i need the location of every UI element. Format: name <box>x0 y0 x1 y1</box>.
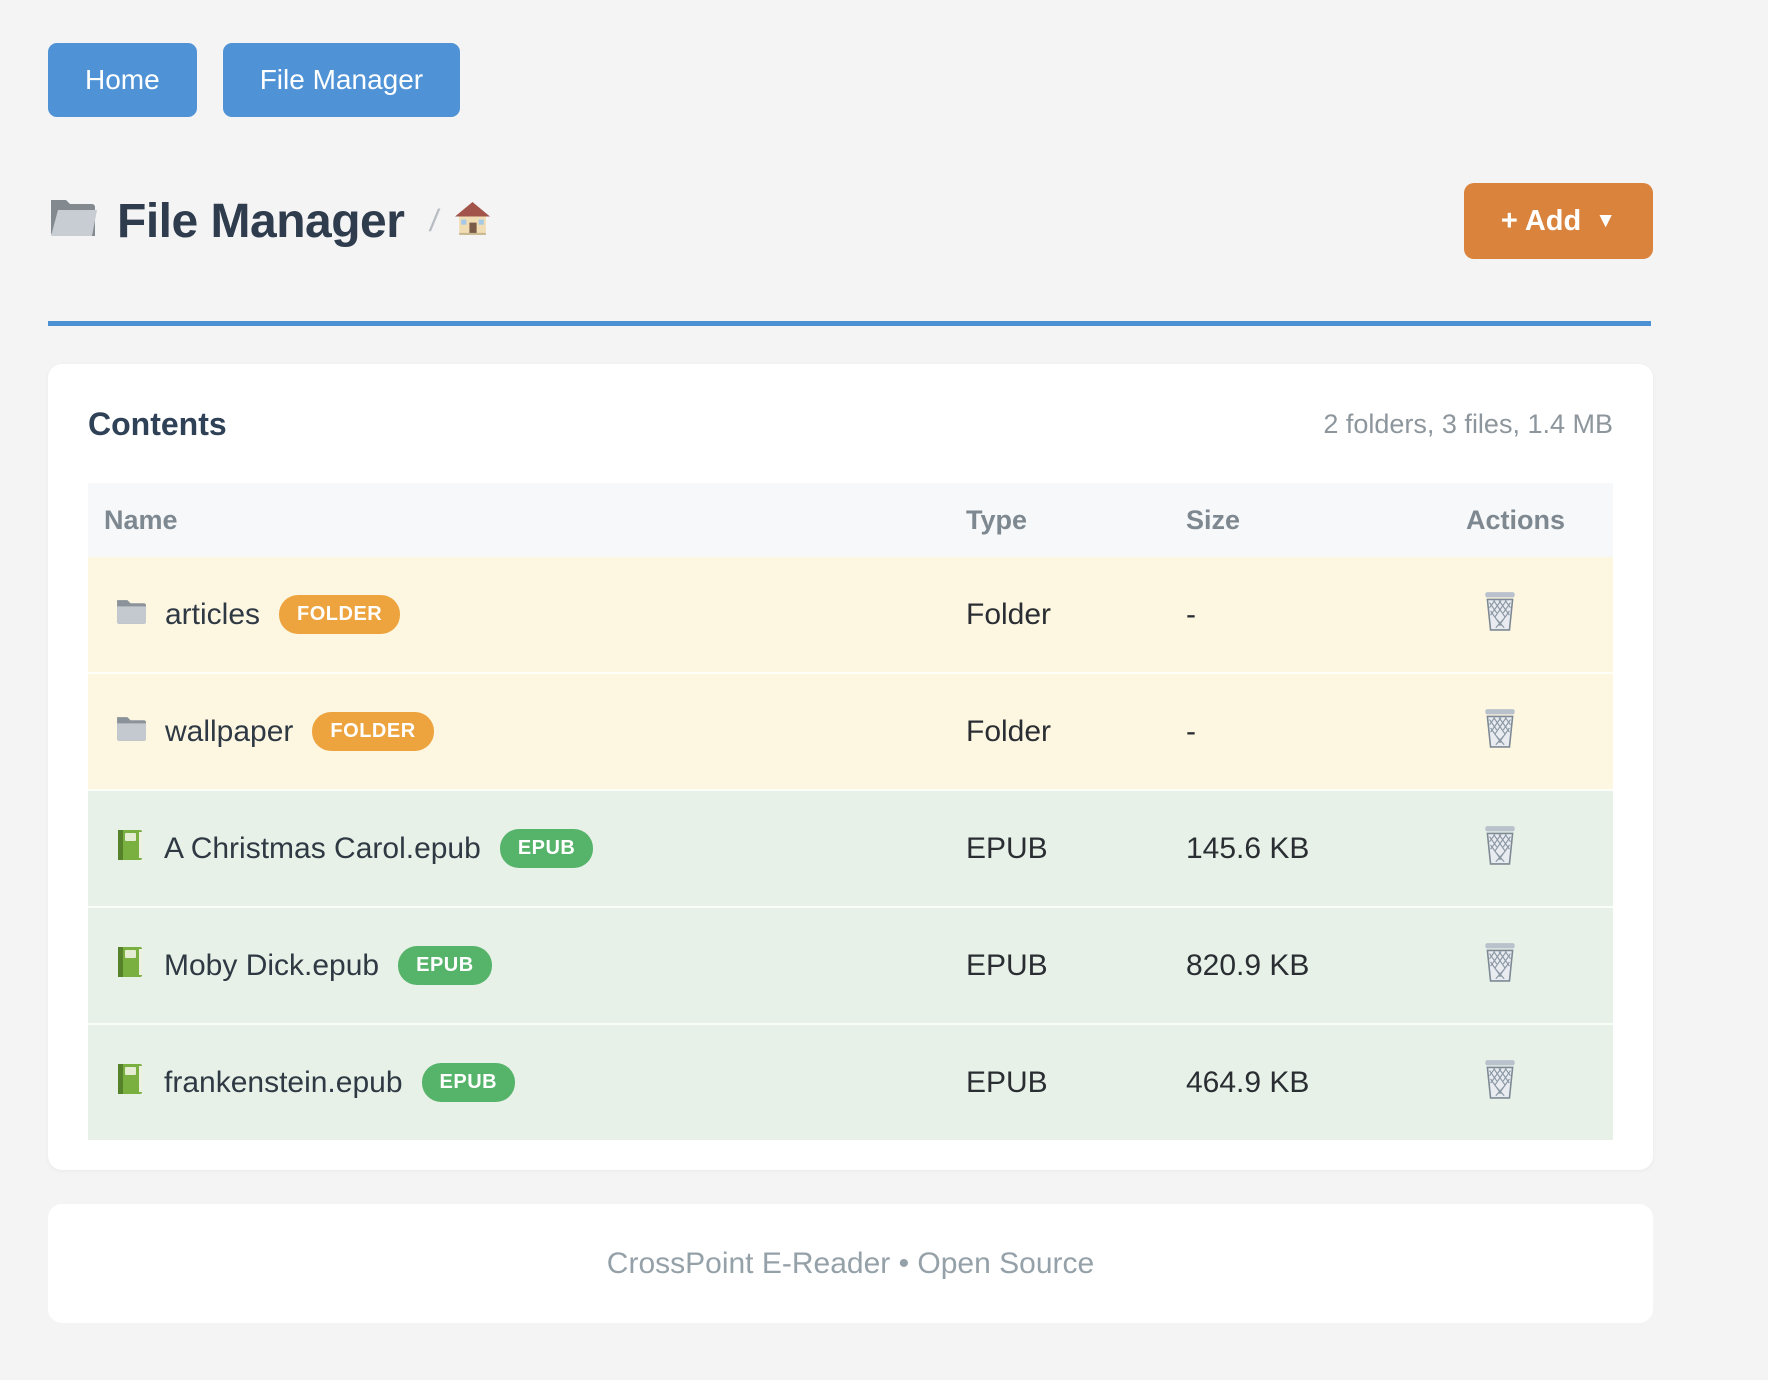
trash-icon <box>1482 708 1518 752</box>
footer: CrossPoint E-Reader • Open Source <box>48 1204 1653 1323</box>
file-type: Folder <box>966 597 1052 631</box>
trash-icon <box>1482 1059 1518 1103</box>
house-icon[interactable] <box>454 201 491 241</box>
footer-text: CrossPoint E-Reader • Open Source <box>606 1246 1095 1280</box>
book-icon <box>115 1063 145 1103</box>
file-type: EPUB <box>966 948 1048 982</box>
home-button[interactable]: Home <box>48 43 197 117</box>
type-badge: EPUB <box>421 1063 516 1102</box>
top-nav: Home File Manager <box>48 43 1653 117</box>
file-name[interactable]: A Christmas Carol.epub <box>164 831 481 865</box>
book-icon <box>115 946 145 986</box>
delete-button[interactable] <box>1482 1058 1518 1100</box>
table-header: Name Type Size Actions <box>88 483 1613 557</box>
contents-heading: Contents <box>88 406 227 442</box>
column-header-type: Type <box>950 483 1170 557</box>
trash-icon <box>1482 942 1518 986</box>
breadcrumb-separator: / <box>428 203 442 238</box>
table-row[interactable]: A Christmas Carol.epub EPUB EPUB 145.6 K… <box>88 790 1613 907</box>
book-icon <box>115 829 145 869</box>
table-row[interactable]: articles FOLDER Folder - <box>88 557 1613 673</box>
file-manager-button[interactable]: File Manager <box>222 43 461 117</box>
file-size: - <box>1186 714 1196 748</box>
delete-button[interactable] <box>1482 941 1518 983</box>
file-size: 145.6 KB <box>1186 831 1310 865</box>
add-button-label: + Add <box>1500 204 1582 237</box>
file-type: Folder <box>966 714 1052 748</box>
page-header: File Manager / + Add ▼ <box>48 183 1653 259</box>
file-size: - <box>1186 597 1196 631</box>
file-name[interactable]: frankenstein.epub <box>164 1065 403 1099</box>
table-body: articles FOLDER Folder - <box>88 557 1613 1140</box>
type-badge: EPUB <box>499 829 594 868</box>
file-name[interactable]: articles <box>165 597 261 631</box>
column-header-size: Size <box>1170 483 1450 557</box>
folder-icon <box>115 715 146 749</box>
page: Home File Manager File Manager / <box>48 0 1653 1323</box>
file-name[interactable]: Moby Dick.epub <box>164 948 380 982</box>
file-type: EPUB <box>966 1065 1048 1099</box>
contents-card-header: Contents 2 folders, 3 files, 1.4 MB <box>88 406 1613 443</box>
trash-icon <box>1482 825 1518 869</box>
trash-icon <box>1482 591 1518 635</box>
file-type: EPUB <box>966 831 1048 865</box>
type-badge: FOLDER <box>312 712 434 751</box>
chevron-down-icon: ▼ <box>1595 209 1616 232</box>
breadcrumb: / <box>428 201 491 241</box>
type-badge: FOLDER <box>279 595 401 634</box>
contents-card: Contents 2 folders, 3 files, 1.4 MB Name… <box>48 364 1653 1170</box>
delete-button[interactable] <box>1482 590 1518 632</box>
folder-icon <box>115 598 146 632</box>
file-table: Name Type Size Actions articles FOLDER <box>88 483 1613 1140</box>
column-header-name: Name <box>88 483 950 557</box>
delete-button[interactable] <box>1482 707 1518 749</box>
title-divider <box>48 321 1651 326</box>
file-size: 464.9 KB <box>1186 1065 1310 1099</box>
page-title: File Manager <box>117 194 405 248</box>
column-header-actions: Actions <box>1450 483 1613 557</box>
add-button[interactable]: + Add ▼ <box>1463 183 1653 259</box>
table-row[interactable]: wallpaper FOLDER Folder - <box>88 673 1613 790</box>
file-size: 820.9 KB <box>1186 948 1310 982</box>
type-badge: EPUB <box>398 946 492 985</box>
open-folder-icon <box>48 197 100 245</box>
file-name[interactable]: wallpaper <box>165 714 294 748</box>
contents-summary: 2 folders, 3 files, 1.4 MB <box>1323 409 1613 439</box>
table-row[interactable]: Moby Dick.epub EPUB EPUB 820.9 KB <box>88 907 1613 1024</box>
table-row[interactable]: frankenstein.epub EPUB EPUB 464.9 KB <box>88 1024 1613 1140</box>
delete-button[interactable] <box>1482 824 1518 866</box>
